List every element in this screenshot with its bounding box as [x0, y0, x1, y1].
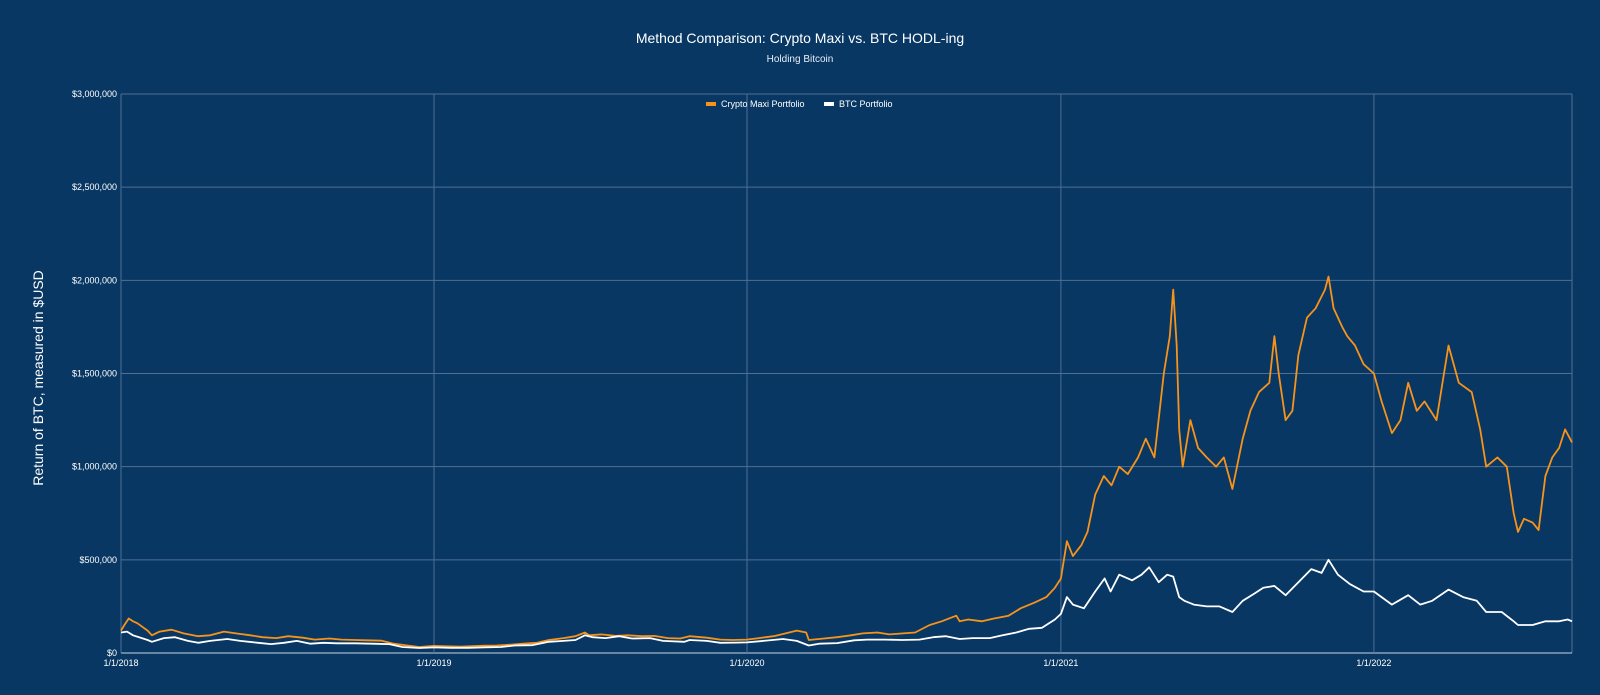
legend-swatch	[706, 102, 716, 106]
y-axis-ticks: $0 $500,000 $1,000,000 $1,500,000 $2,000,000…	[72, 89, 117, 658]
series-line-crypto-maxi	[120, 275, 1573, 648]
grid-lines	[120, 93, 1573, 654]
legend-label: BTC Portfolio	[839, 99, 893, 109]
legend: Crypto Maxi Portfolio BTC Portfolio	[706, 99, 893, 109]
x-tick-label: 1/1/2020	[729, 658, 764, 668]
y-tick-label: $2,500,000	[72, 182, 117, 192]
x-tick-label: 1/1/2018	[103, 658, 138, 668]
legend-label: Crypto Maxi Portfolio	[721, 99, 805, 109]
chart-subtitle: Holding Bitcoin	[766, 54, 834, 65]
chart-title: Method Comparison: Crypto Maxi vs. BTC H…	[635, 30, 965, 46]
series-lines	[120, 275, 1573, 649]
series-line-btc	[120, 558, 1573, 649]
x-tick-label: 1/1/2022	[1356, 658, 1391, 668]
y-tick-label: $0	[107, 648, 117, 658]
x-tick-label: 1/1/2019	[416, 658, 451, 668]
y-tick-label: $1,000,000	[72, 462, 117, 472]
y-tick-label: $1,500,000	[72, 369, 117, 379]
y-tick-label: $500,000	[79, 555, 117, 565]
x-tick-label: 1/1/2021	[1043, 658, 1078, 668]
y-tick-label: $3,000,000	[72, 89, 117, 99]
legend-swatch	[824, 102, 834, 106]
x-axis-ticks: 1/1/2018 1/1/2019 1/1/2020 1/1/2021 1/1/2022	[103, 658, 1391, 668]
y-tick-label: $2,000,000	[72, 275, 117, 285]
